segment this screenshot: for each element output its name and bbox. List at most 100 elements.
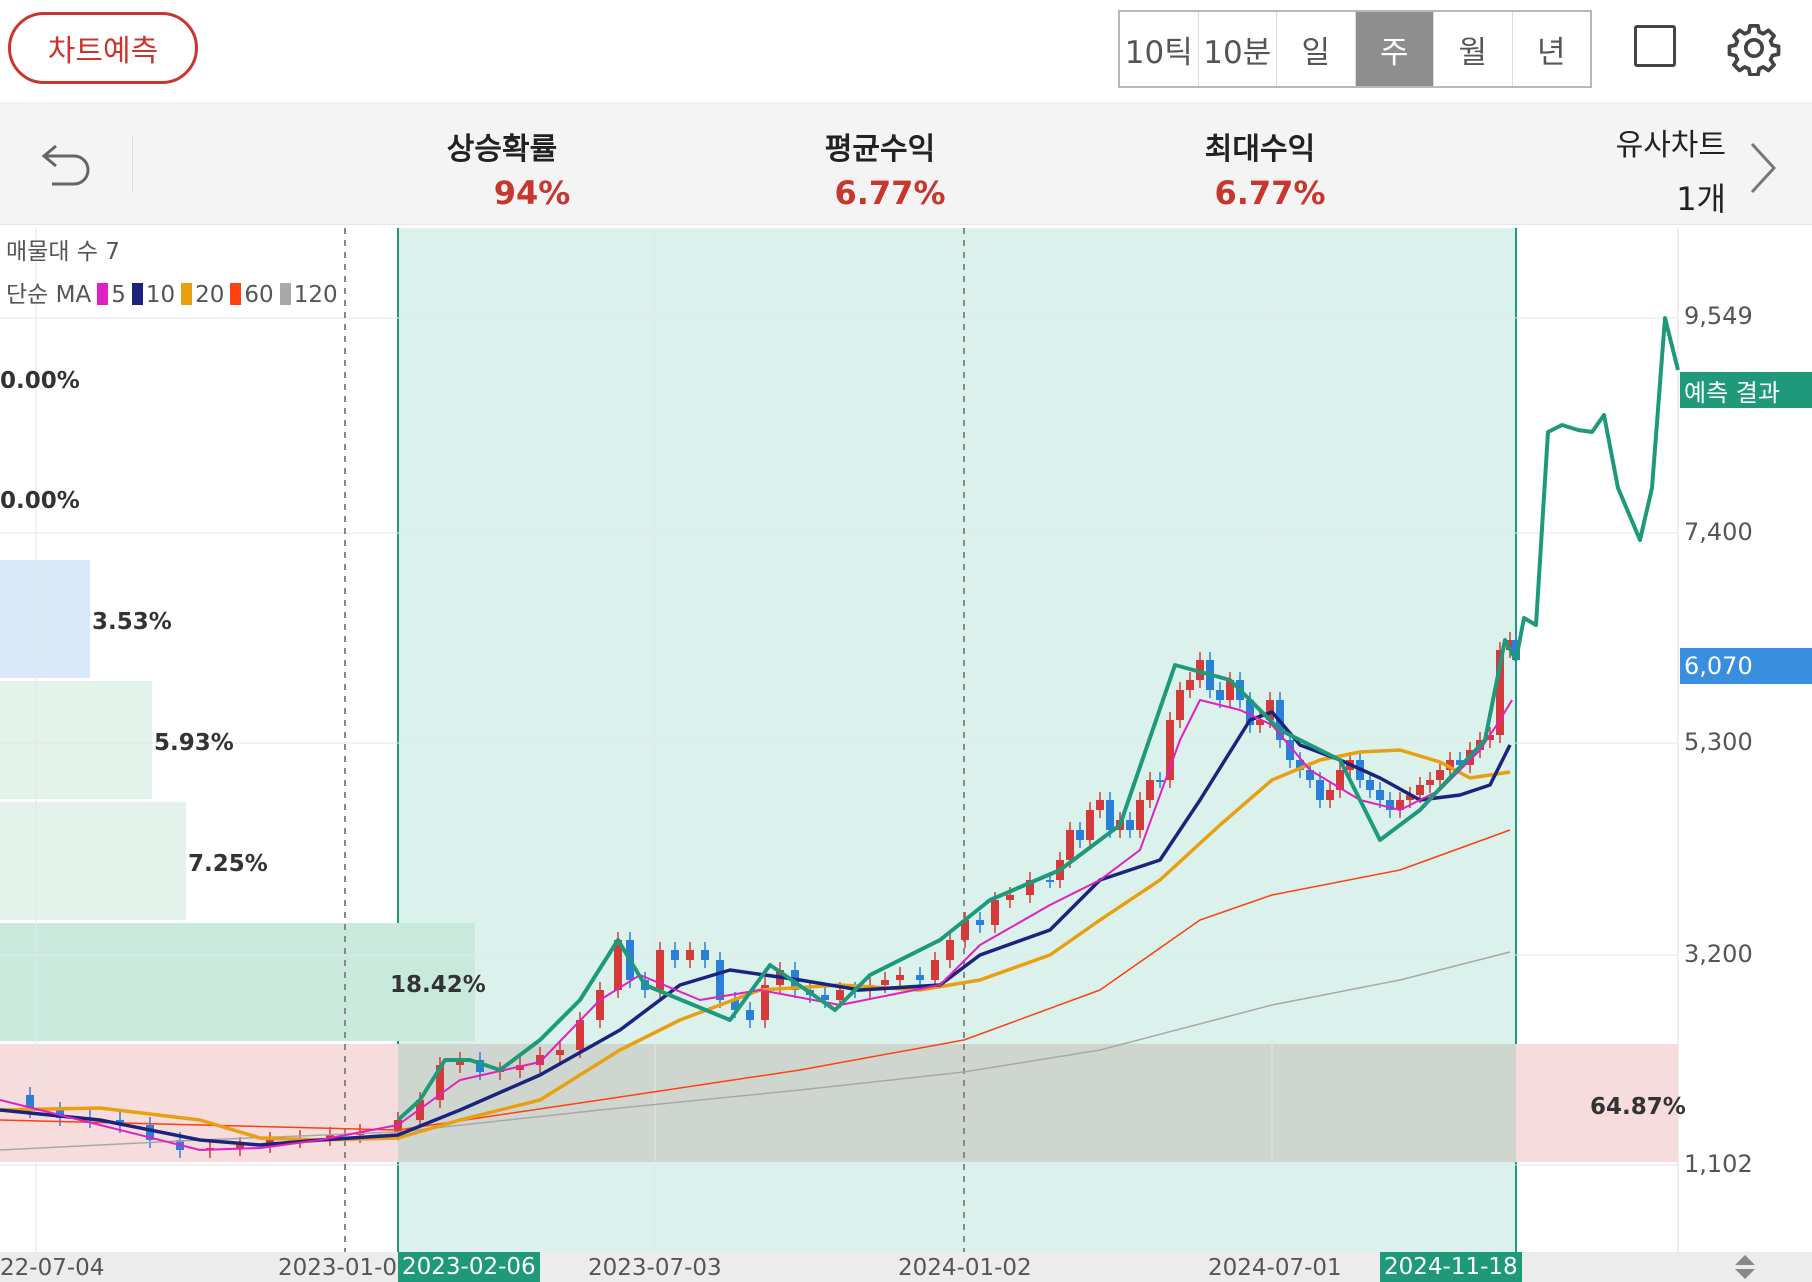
y-axis-tick: 9,549 — [1684, 302, 1753, 330]
candle-body — [1326, 790, 1334, 800]
period-10tick[interactable]: 10틱 — [1120, 12, 1199, 86]
fullscreen-checkbox[interactable] — [1634, 25, 1676, 67]
candle-body — [931, 960, 939, 980]
ma5-line — [0, 699, 1513, 1151]
candle-body — [1216, 690, 1224, 700]
candle-body — [1286, 740, 1294, 760]
candle-body — [146, 1125, 154, 1140]
y-axis-tick: 1,102 — [1684, 1150, 1753, 1178]
candle-body — [26, 1095, 34, 1110]
stat-value: 94% — [493, 174, 571, 212]
stat-avg-return: 평균수익 6.77% — [790, 124, 970, 212]
candle-body — [686, 950, 694, 960]
x-axis-label: 22-07-04 — [0, 1255, 105, 1281]
resize-handle-icon[interactable] — [1728, 1252, 1762, 1282]
similar-charts-label: 유사차트 — [1615, 128, 1726, 163]
candle-body — [961, 920, 969, 940]
ma120-label: 120 — [293, 282, 338, 308]
pattern-end-date: 2024-11-18 — [1380, 1252, 1522, 1282]
candle-body — [836, 990, 844, 1000]
candle-body — [1366, 780, 1374, 790]
candle-body — [556, 1050, 564, 1055]
candle-body — [761, 985, 769, 1020]
similar-charts[interactable]: 유사차트 1개 — [1616, 120, 1726, 220]
period-week[interactable]: 주 — [1355, 12, 1434, 86]
candle-body — [1256, 720, 1264, 725]
stat-rise-probability: 상승확률 94% — [412, 124, 592, 212]
candle-body — [1106, 800, 1114, 830]
ma20-label: 20 — [195, 282, 225, 308]
candle-body — [236, 1145, 244, 1148]
candle-body — [671, 950, 679, 960]
volume-profile-pct: 0.00% — [0, 488, 80, 514]
candle-body — [596, 990, 604, 1020]
period-year[interactable]: 년 — [1536, 34, 1566, 71]
gear-icon[interactable] — [1726, 20, 1782, 76]
ma20-swatch — [181, 283, 193, 305]
candle-body — [1376, 790, 1384, 800]
candle-body — [821, 995, 829, 1000]
volume-profile-bar — [0, 802, 186, 920]
period-day[interactable]: 일 — [1277, 12, 1356, 86]
candle-body — [1336, 770, 1344, 790]
candle-body — [1416, 785, 1424, 795]
y-axis-tick: 7,400 — [1684, 518, 1753, 546]
ma10-line — [0, 710, 1512, 1147]
x-axis-label: 2024-01-02 — [898, 1255, 1032, 1281]
pattern-start-date: 2023-02-06 — [398, 1252, 540, 1282]
prediction-stats-bar: 상승확률 94% 평균수익 6.77% 최대수익 6.77% 유사차트 1개 — [0, 102, 1812, 225]
candle-body — [576, 1020, 584, 1050]
ma10-label: 10 — [145, 282, 176, 308]
candle-body — [1186, 680, 1194, 690]
volume-profile-pct: 64.87% — [1590, 1094, 1686, 1120]
candle-body — [1146, 780, 1154, 800]
candle-body — [456, 1060, 464, 1065]
candle-body — [1436, 770, 1444, 780]
ma5-swatch — [97, 283, 109, 305]
undo-icon[interactable] — [38, 142, 94, 194]
chevron-right-icon[interactable] — [1748, 140, 1778, 196]
divider — [132, 136, 133, 192]
candle-body — [1426, 780, 1434, 785]
volume-profile-pct: 0.00% — [0, 368, 80, 394]
volume-profile-pct: 18.42% — [390, 972, 486, 998]
candle-body — [1246, 700, 1254, 725]
candle-body — [326, 1135, 334, 1138]
candle-body — [1316, 780, 1324, 800]
similar-charts-count: 1개 — [1676, 180, 1726, 218]
stat-max-return: 최대수익 6.77% — [1170, 124, 1350, 212]
top-toolbar: 차트예측 10틱 10분 일 주 월 년 — [0, 0, 1812, 100]
candle-body — [1266, 700, 1274, 720]
candle-body — [1396, 800, 1404, 810]
candle-body — [731, 1000, 739, 1010]
y-axis-tick: 5,300 — [1684, 728, 1753, 756]
candle-body — [1496, 650, 1504, 735]
forecast-line — [1514, 316, 1680, 661]
chart-predict-button[interactable]: 차트예측 — [8, 12, 198, 84]
candle-body — [1156, 780, 1164, 782]
candle-body — [991, 900, 999, 925]
candle-body — [1076, 830, 1084, 840]
x-axis-label: 2024-07-01 — [1208, 1255, 1342, 1281]
period-month[interactable]: 월 — [1434, 12, 1513, 86]
candle-body — [976, 920, 984, 925]
candle-body — [1386, 800, 1394, 810]
candle-body — [1066, 830, 1074, 860]
period-10min[interactable]: 10분 — [1199, 12, 1277, 86]
candle-body — [946, 940, 954, 960]
volume-profile-bar — [0, 681, 152, 799]
period-selector: 10틱 10분 일 주 월 년 — [1118, 10, 1592, 88]
candle-body — [436, 1065, 444, 1100]
candle-body — [1176, 690, 1184, 720]
volume-profile-legend: 매물대 수 7 — [6, 239, 120, 265]
stat-label: 상승확률 — [446, 132, 558, 167]
candle-body — [701, 950, 709, 960]
x-axis-label: 2023-01-0 — [278, 1255, 398, 1281]
candle-body — [896, 975, 904, 980]
stat-value: 6.77% — [1214, 174, 1326, 212]
ma60-line — [0, 829, 1511, 1131]
ma60-label: 60 — [244, 282, 274, 308]
candlestick-chart[interactable] — [0, 228, 1812, 1282]
volume-profile-pct: 7.25% — [188, 851, 268, 877]
prediction-result-tag: 예측 결과 — [1680, 372, 1812, 408]
